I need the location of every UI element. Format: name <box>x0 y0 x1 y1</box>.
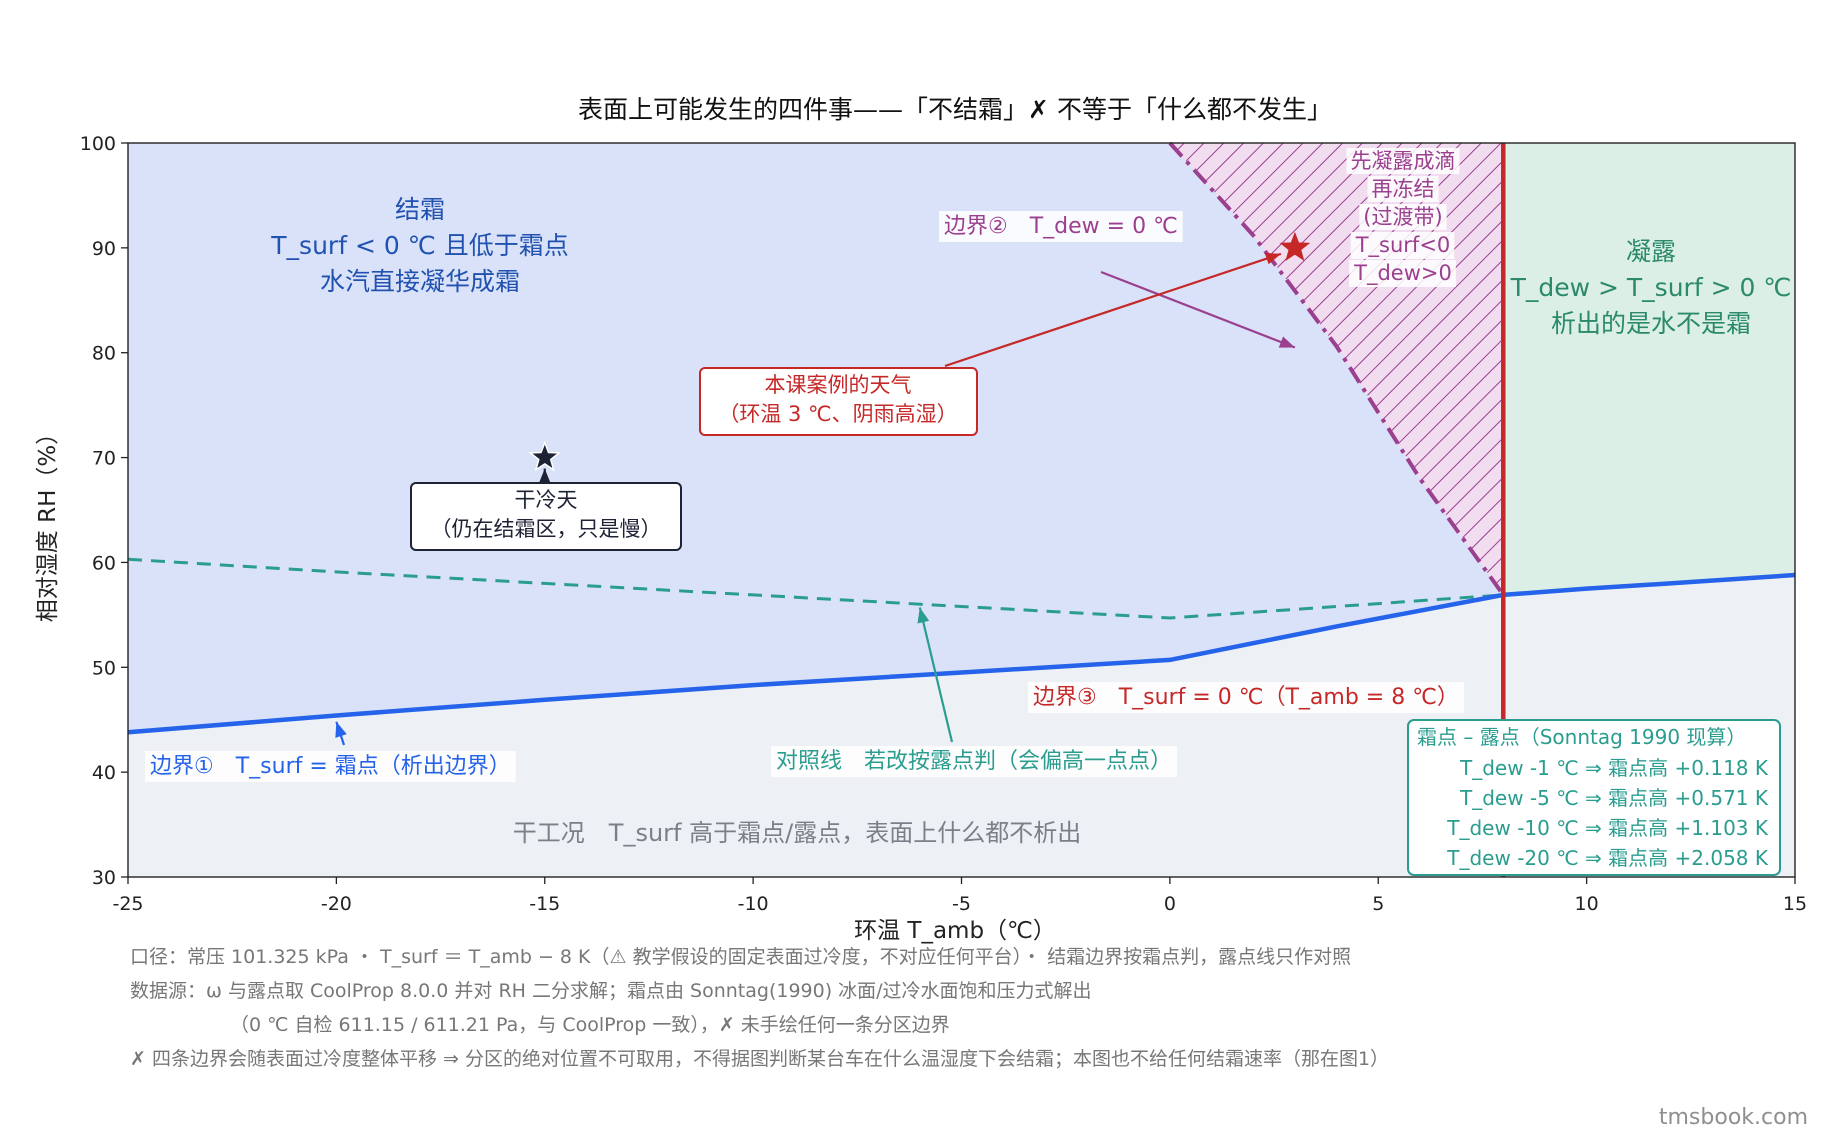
boundary1-arrow <box>335 721 347 746</box>
region-transition-label-line: (过渡带) <box>1363 205 1442 229</box>
dry-cold-label-line: 干冷天 <box>515 488 578 512</box>
region-dry-label: 干工况 T_surf 高于霜点/露点，表面上什么都不析出 <box>513 819 1081 847</box>
inset-box: 霜点 – 露点（Sonntag 1990 现算） T_dew -1 ℃ ⇒ 霜点高… <box>1407 719 1781 876</box>
region-dew-label: 凝露 T_dew > T_surf > 0 ℃ 析出的是水不是霜 <box>1510 237 1792 338</box>
inset-box-row: T_dew -5 ℃ ⇒ 霜点高 +0.571 K <box>1459 786 1769 810</box>
dry-cold-arrow <box>538 468 551 484</box>
y-tick-label: 70 <box>92 448 116 470</box>
case-arrow <box>944 252 1282 368</box>
dewref-arrow-head <box>917 607 930 624</box>
boundary3-label-bg <box>1028 682 1464 713</box>
y-tick-label: 100 <box>80 133 116 155</box>
dewref-label-text: 对照线 若改按露点判（会偏高一点点） <box>776 749 1172 774</box>
region-transition-label-line: T_surf<0 <box>1355 233 1451 258</box>
case-label: 本课案例的天气 （环温 3 ℃、阴雨高湿） <box>699 367 978 436</box>
chart-title: 表面上可能发生的四件事——「不结霜」✗ 不等于「什么都不发生」 <box>578 95 1332 124</box>
footnote-3: （0 ℃ 自检 611.15 / 611.21 Pa，与 CoolProp 一致… <box>230 1014 950 1036</box>
region-transition-label-bg <box>1367 176 1439 202</box>
case-label-box <box>699 367 978 436</box>
x-tick-label: 10 <box>1575 893 1599 915</box>
watermark: tmsbook.com <box>1658 1105 1808 1130</box>
boundary2-arrow-head <box>1278 336 1295 348</box>
x-tick-label: -10 <box>738 893 769 915</box>
region-dew-label-line: T_dew > T_surf > 0 ℃ <box>1510 273 1792 302</box>
boundary3-label-text: 边界③ T_surf = 0 ℃（T_amb = 8 ℃） <box>1033 685 1459 710</box>
boundary2-arrow <box>1100 270 1296 349</box>
region-dry-label-line: 干工况 T_surf 高于霜点/露点，表面上什么都不析出 <box>513 819 1081 847</box>
boundary1-label: 边界① T_surf = 霜点（析出边界） <box>145 751 516 782</box>
x-tick-label: -5 <box>952 893 971 915</box>
chart-axes: -25 -20 -15 -10 -5 0 5 10 15 30 40 50 60 70 80 90 100 <box>80 133 1807 915</box>
boundary1-arrow-head <box>335 721 347 738</box>
dewref-arrow <box>917 607 954 743</box>
region-frost-label-line: T_surf < 0 ℃ 且低于霜点 <box>270 231 568 260</box>
case-label-line: 本课案例的天气 <box>765 373 912 397</box>
x-tick-label: -20 <box>321 893 352 915</box>
x-tick-label: -15 <box>529 893 560 915</box>
dry-cold-label-box <box>410 482 682 551</box>
case-arrow-shaft <box>944 252 1282 368</box>
y-tick-label: 60 <box>92 552 116 574</box>
y-tick-label: 40 <box>92 762 116 784</box>
y-axis-label: 相对湿度 RH（%） <box>35 422 61 622</box>
dewref-arrow-shaft <box>918 607 954 743</box>
footnote-1: 口径：常压 101.325 kPa ・ T_surf ＝ T_amb − 8 K… <box>130 946 1352 968</box>
region-transition-label-bg <box>1350 232 1455 259</box>
dry-cold-arrow-head <box>538 468 551 484</box>
inset-box-title: 霜点 – 露点（Sonntag 1990 现算） <box>1417 725 1746 749</box>
case-label-line: （环温 3 ℃、阴雨高湿） <box>718 402 957 426</box>
dew-reference-line <box>127 557 1504 620</box>
region-frost-label-line: 结霜 <box>395 195 445 224</box>
case-arrow-head <box>1264 252 1281 265</box>
boundary2-arrow-shaft <box>1100 270 1296 349</box>
region-transition-label-line: 先凝露成滴 <box>1351 149 1456 173</box>
footnote-4: ✗ 四条边界会随表面过冷度整体平移 ⇒ 分区的绝对位置不可取用，不得据图判断某台… <box>130 1048 1390 1070</box>
region-frost <box>128 143 1504 733</box>
footnote-2: 数据源：ω 与露点取 CoolProp 8.0.0 并对 RH 二分求解；霜点由… <box>130 980 1092 1002</box>
inset-box-row: T_dew -20 ℃ ⇒ 霜点高 +2.058 K <box>1446 846 1769 870</box>
dry-cold-marker <box>528 440 562 472</box>
region-dew-label-line: 析出的是水不是霜 <box>1551 309 1751 338</box>
region-transition-label-bg <box>1346 148 1460 174</box>
boundary1-label-bg <box>145 751 516 782</box>
x-tick-label: 5 <box>1372 893 1384 915</box>
dry-cold-label-line: （仍在结霜区，只是慢） <box>431 517 662 541</box>
case-marker <box>1279 231 1311 261</box>
dry-cold-label: 干冷天 （仍在结霜区，只是慢） <box>410 482 682 551</box>
dewref-label-bg <box>771 746 1178 777</box>
frost-boundary-line <box>127 572 1796 735</box>
region-transition-label-bg <box>1349 260 1456 287</box>
region-dew <box>1503 143 1795 595</box>
region-dew-label-line: 凝露 <box>1626 237 1676 266</box>
y-tick-label: 30 <box>92 867 116 889</box>
y-tick-label: 80 <box>92 343 116 365</box>
region-frost-label-line: 水汽直接凝华成霜 <box>320 267 520 296</box>
y-tick-label: 50 <box>92 657 116 679</box>
boundary2-label-bg <box>939 211 1183 242</box>
dew-zero-boundary-line <box>1168 141 1505 597</box>
x-tick-label: 0 <box>1164 893 1176 915</box>
boundary3-label: 边界③ T_surf = 0 ℃（T_amb = 8 ℃） <box>1028 682 1464 713</box>
region-transition-label-bg <box>1359 204 1447 230</box>
inset-box-row: T_dew -10 ℃ ⇒ 霜点高 +1.103 K <box>1446 816 1769 840</box>
region-transition-label-line: 再冻结 <box>1372 177 1435 201</box>
boundary1-label-text: 边界① T_surf = 霜点（析出边界） <box>150 754 511 779</box>
x-tick-label: -25 <box>112 893 143 915</box>
x-tick-label: 15 <box>1783 893 1807 915</box>
inset-box-row: T_dew -1 ℃ ⇒ 霜点高 +0.118 K <box>1459 756 1769 780</box>
y-tick-label: 90 <box>92 238 116 260</box>
inset-box-frame <box>1407 719 1781 876</box>
x-axis-label: 环温 T_amb（℃） <box>854 918 1056 944</box>
region-transition-label-line: T_dew>0 <box>1353 261 1452 286</box>
dewref-label: 对照线 若改按露点判（会偏高一点点） <box>771 746 1178 777</box>
boundary2-label-text: 边界② T_dew = 0 ℃ <box>944 214 1178 239</box>
boundary2-label: 边界② T_dew = 0 ℃ <box>939 211 1183 242</box>
